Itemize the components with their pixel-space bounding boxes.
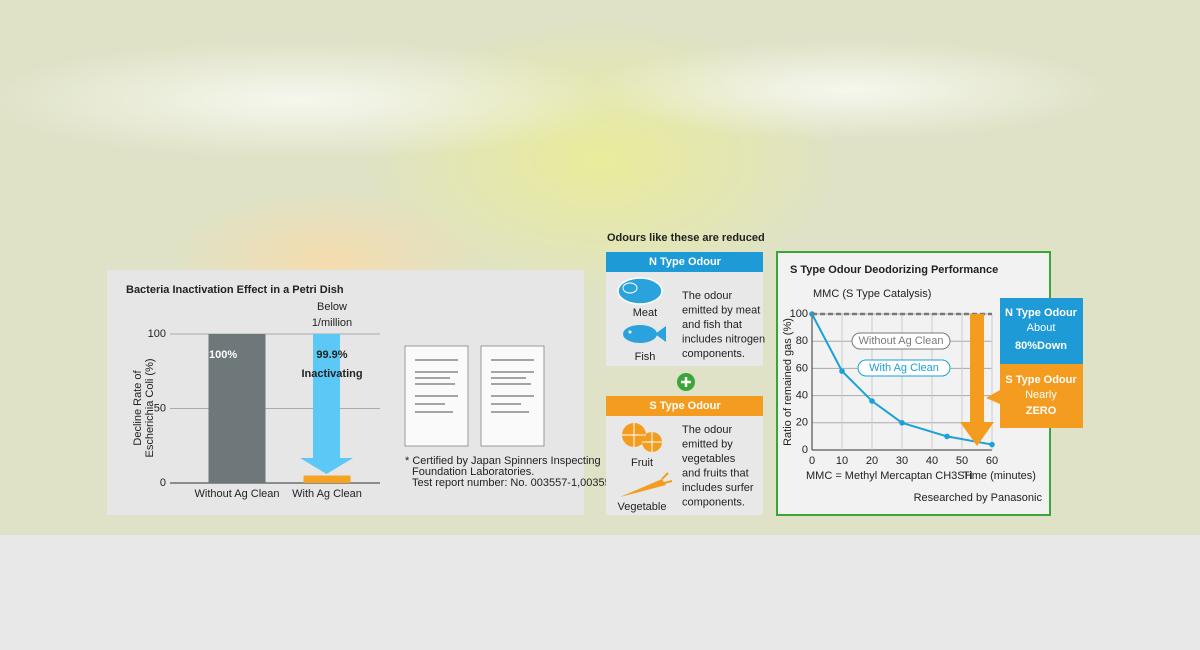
description-line: includes surfer bbox=[682, 482, 754, 494]
description-line: emitted by meat bbox=[682, 304, 760, 316]
vegetable-icon bbox=[620, 472, 673, 497]
annotation: 99.9% bbox=[316, 349, 347, 361]
data-point bbox=[899, 420, 905, 426]
description-line: The odour bbox=[682, 424, 732, 436]
y-axis-label: Ratio of remained gas (%) bbox=[782, 318, 794, 446]
y-tick-label: 100 bbox=[790, 308, 808, 320]
n-type-title: N Type Odour bbox=[649, 256, 722, 268]
background-blur bbox=[0, 40, 620, 160]
chart-title: S Type Odour Deodorizing Performance bbox=[790, 264, 998, 276]
y-tick-label: 20 bbox=[796, 417, 808, 429]
bar bbox=[303, 475, 351, 483]
s-type-header bbox=[606, 396, 763, 416]
n-type-text: The odour emitted by meat and fish that inc… bbox=[682, 290, 765, 360]
x-tick-label: 20 bbox=[866, 455, 878, 467]
callout-text: About bbox=[1027, 322, 1056, 334]
plus-icon bbox=[677, 373, 695, 391]
y-tick-label: 0 bbox=[160, 477, 166, 489]
bacteria-chart: 0 50 100 Decline Rate of Escherichia Coli (%… bbox=[132, 301, 380, 500]
y-axis-label-line: Escherichia Coli (%) bbox=[144, 358, 156, 457]
callout-text: Nearly bbox=[1025, 389, 1057, 401]
fruit-icon bbox=[622, 423, 662, 452]
note: MMC = Methyl Mercaptan CH3SH bbox=[806, 470, 973, 482]
x-tick-label: 0 bbox=[809, 455, 815, 467]
y-tick-label: 100 bbox=[148, 328, 166, 340]
series-line bbox=[811, 313, 993, 446]
callout-value: 80%Down bbox=[1015, 340, 1067, 352]
description-line: The odour bbox=[682, 290, 732, 302]
footer-band bbox=[0, 535, 1200, 650]
arrow-head bbox=[300, 458, 353, 474]
source: Researched by Panasonic bbox=[914, 492, 1043, 504]
meat-icon bbox=[617, 277, 663, 305]
annotation: 1/million bbox=[312, 317, 352, 329]
data-point bbox=[839, 368, 845, 374]
note: * Certified by Japan Spinners Inspecting bbox=[405, 455, 601, 467]
description-line: emitted by bbox=[682, 438, 733, 450]
description-line: components. bbox=[682, 348, 745, 360]
icon-label: Meat bbox=[633, 307, 657, 319]
icon-label: Fish bbox=[635, 351, 656, 363]
y-axis-label-line: Decline Rate of bbox=[132, 369, 144, 445]
data-point bbox=[869, 398, 875, 404]
icon-label: Fruit bbox=[631, 457, 653, 469]
odours-heading: Odours like these are reduced bbox=[607, 232, 765, 244]
data-point bbox=[944, 433, 950, 440]
fish-icon bbox=[623, 325, 666, 343]
arrow-shaft bbox=[313, 334, 340, 458]
n-type-callout bbox=[1000, 298, 1083, 370]
description-line: and fish that bbox=[682, 319, 742, 331]
description-line: vegetables bbox=[682, 453, 736, 465]
bar bbox=[208, 334, 266, 483]
annotation: Inactivating bbox=[301, 368, 362, 380]
x-tick-label: Without Ag Clean bbox=[195, 488, 280, 500]
x-axis-label: Time (minutes) bbox=[963, 470, 1036, 482]
y-tick-label: 50 bbox=[154, 402, 166, 414]
annotation: Below bbox=[317, 301, 347, 313]
x-tick-label: 60 bbox=[986, 455, 998, 467]
background-blur bbox=[590, 40, 1110, 140]
legend-box bbox=[857, 359, 951, 377]
legend-entry: With Ag Clean bbox=[869, 362, 939, 374]
callout-value: ZERO bbox=[1026, 405, 1057, 417]
odour-chart: 0 20 40 60 80 100 0 10 20 30 40 50 60 With Ag Clean Wi… bbox=[790, 308, 998, 467]
description-line: components. bbox=[682, 496, 745, 508]
note: Test report number: No. 003557-1,003557-… bbox=[412, 477, 627, 489]
n-type-header bbox=[606, 252, 763, 272]
chart-title: Bacteria Inactivation Effect in a Petri … bbox=[126, 284, 344, 296]
s-type-callout bbox=[1000, 364, 1083, 428]
x-tick-label: 50 bbox=[956, 455, 968, 467]
y-tick-label: 60 bbox=[796, 362, 808, 374]
legend-entry: Without Ag Clean bbox=[859, 335, 944, 347]
description-line: and fruits that bbox=[682, 467, 749, 479]
description-line: includes nitrogen bbox=[682, 333, 765, 345]
legend-box bbox=[851, 332, 951, 350]
icon-label: Vegetable bbox=[618, 501, 667, 513]
callout-pointer bbox=[986, 390, 1000, 404]
chart-subtitle: MMC (S Type Catalysis) bbox=[813, 288, 931, 300]
y-tick-label: 80 bbox=[796, 335, 808, 347]
callout-title: N Type Odour bbox=[1005, 307, 1078, 319]
s-type-title: S Type Odour bbox=[649, 400, 721, 412]
note: Foundation Laboratories. bbox=[412, 466, 534, 478]
y-tick-label: 40 bbox=[796, 390, 808, 402]
callout-title: S Type Odour bbox=[1005, 374, 1077, 386]
x-tick-label: 30 bbox=[896, 455, 908, 467]
certificates bbox=[404, 345, 545, 447]
x-tick-label: 40 bbox=[926, 455, 938, 467]
callout-arrow bbox=[960, 314, 994, 446]
x-tick-label: 10 bbox=[836, 455, 848, 467]
y-tick-label: 0 bbox=[802, 444, 808, 456]
s-type-text: The odour emitted by vegetables and fruits … bbox=[682, 424, 754, 509]
y-axis-label: Decline Rate of Escherichia Coli (%) bbox=[132, 358, 156, 457]
data-point bbox=[989, 441, 995, 448]
value-label: 100% bbox=[209, 349, 237, 361]
x-tick-label: With Ag Clean bbox=[292, 488, 362, 500]
